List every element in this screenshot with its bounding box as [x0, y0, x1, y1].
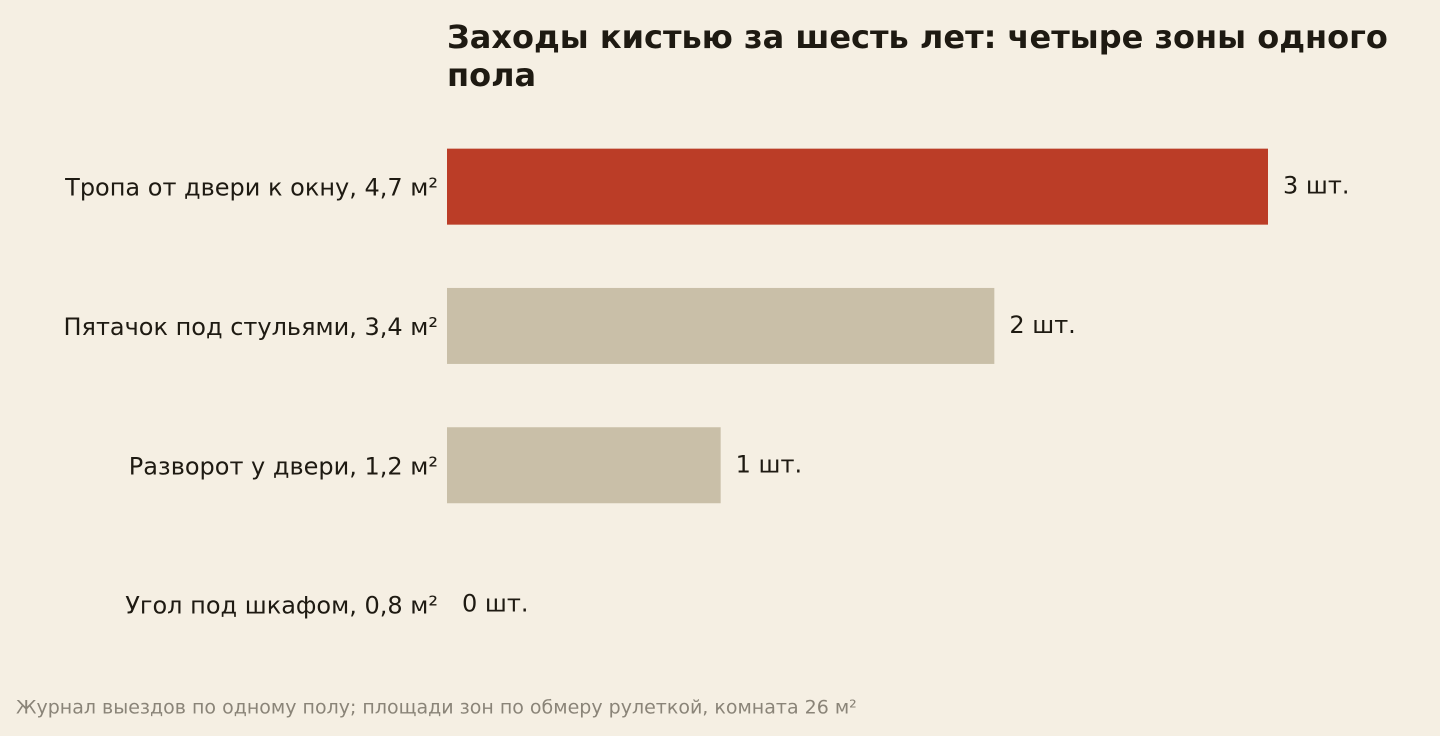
value-label: 3 шт. — [1283, 172, 1349, 200]
value-label: 2 шт. — [1009, 311, 1075, 339]
bar — [447, 427, 721, 504]
value-label: 1 шт. — [736, 450, 802, 478]
chart-note: Журнал выездов по одному полу; площади з… — [16, 697, 857, 719]
y-tick-label: Тропа от двери к окну, 4,7 м² — [64, 174, 438, 202]
chart-title: Заходы кистью за шесть лет: четыре зоны … — [447, 18, 1388, 94]
y-tick-label: Пятачок под стульями, 3,4 м² — [63, 313, 438, 341]
value-label: 0 шт. — [462, 590, 528, 618]
y-tick-label: Разворот у двери, 1,2 м² — [129, 452, 438, 480]
bar — [447, 148, 1268, 225]
bar — [447, 287, 995, 364]
y-tick-label: Угол под шкафом, 0,8 м² — [125, 592, 438, 620]
